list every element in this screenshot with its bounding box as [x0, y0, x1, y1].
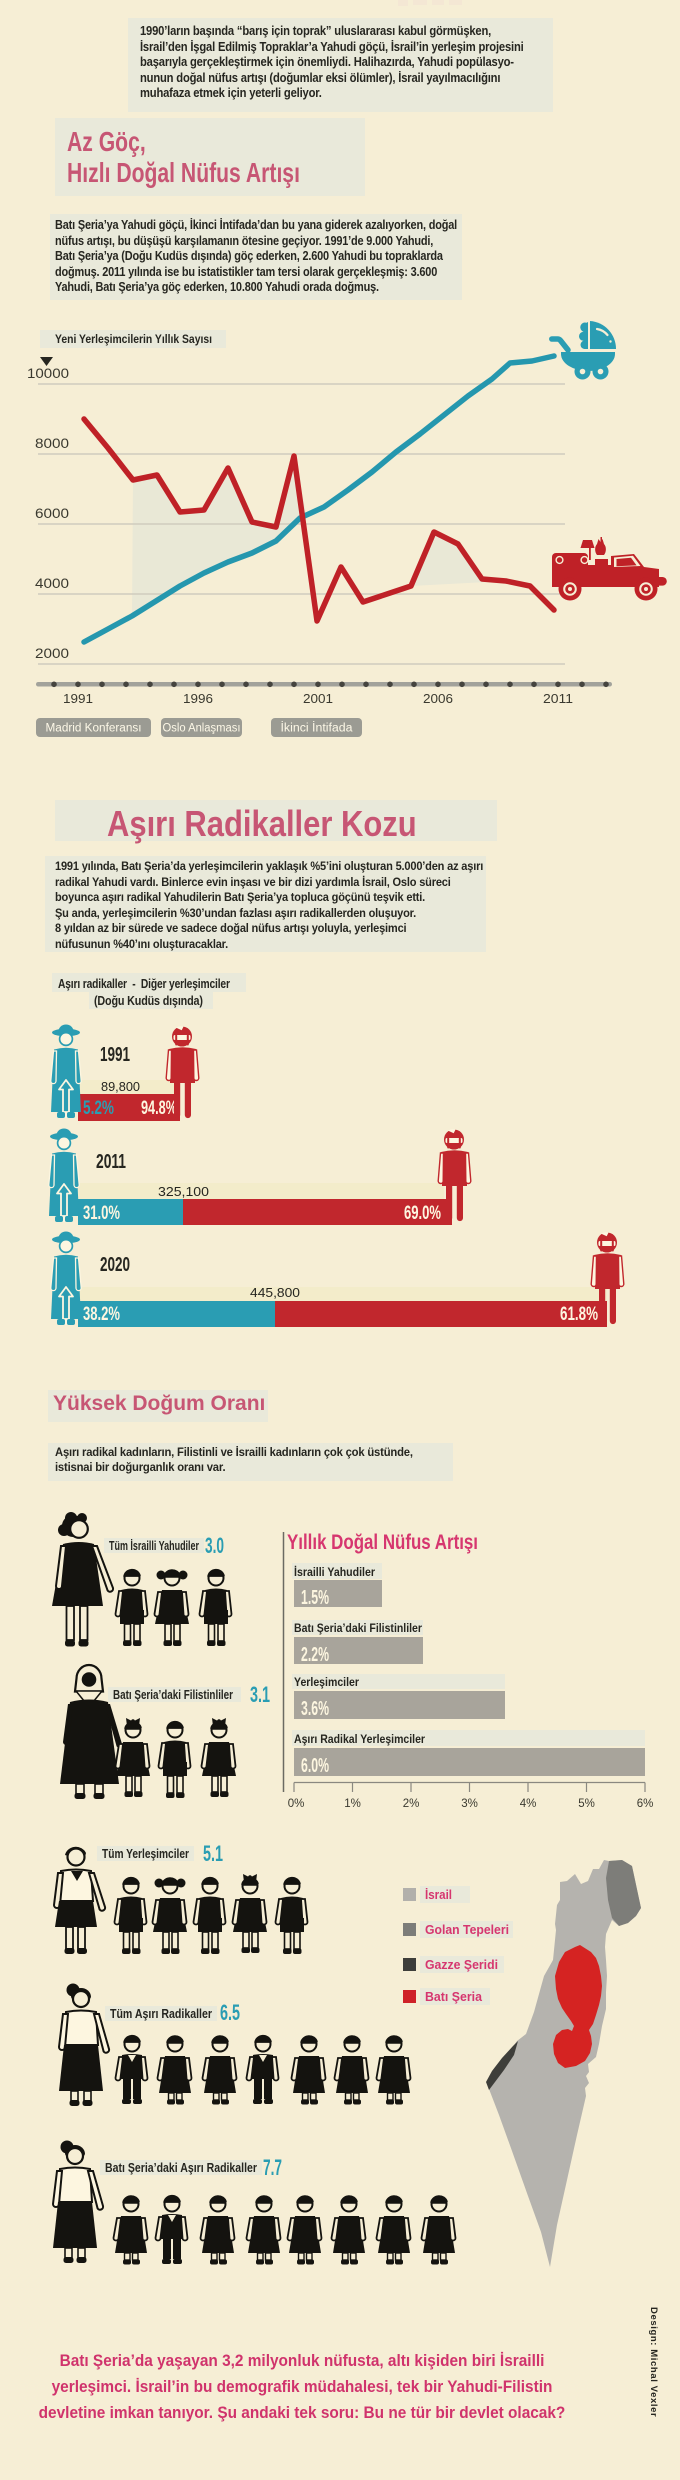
svg-text:325,100: 325,100	[158, 1185, 209, 1199]
svg-text:4000: 4000	[35, 576, 69, 591]
svg-text:2001: 2001	[303, 691, 333, 706]
svg-text:İkinci İntifada: İkinci İntifada	[281, 722, 354, 735]
svg-text:61.8%: 61.8%	[560, 1304, 598, 1325]
svg-text:94.8%: 94.8%	[141, 1098, 177, 1119]
svg-text:6%: 6%	[637, 1798, 654, 1810]
svg-text:1991: 1991	[100, 1044, 130, 1066]
svg-text:6.5: 6.5	[220, 2000, 240, 2025]
svg-text:Batı Şeria: Batı Şeria	[425, 1989, 483, 2004]
svg-text:445,800: 445,800	[250, 1286, 300, 1300]
svg-text:2011: 2011	[96, 1151, 126, 1173]
svg-text:3.1: 3.1	[250, 1682, 270, 1707]
svg-text:10000: 10000	[27, 366, 69, 381]
svg-text:2000: 2000	[35, 646, 69, 661]
svg-text:Aşırı Radikal Yerleşimciler: Aşırı Radikal Yerleşimciler	[294, 1732, 425, 1746]
svg-text:6.0%: 6.0%	[301, 1755, 329, 1777]
svg-text:Yeni Yerleşimcilerin Yıllık Sa: Yeni Yerleşimcilerin Yıllık Sayısı	[55, 332, 212, 346]
svg-text:5.1: 5.1	[203, 1841, 223, 1866]
svg-text:2006: 2006	[423, 691, 453, 706]
svg-text:Gazze Şeridi: Gazze Şeridi	[425, 1957, 498, 1972]
svg-text:5%: 5%	[578, 1798, 595, 1810]
svg-text:2011: 2011	[543, 691, 573, 706]
svg-text:İsrail: İsrail	[425, 1887, 452, 1902]
svg-text:2.2%: 2.2%	[301, 1644, 329, 1666]
svg-text:Tüm İsrailli Yahudiler: Tüm İsrailli Yahudiler	[109, 1538, 199, 1553]
svg-text:69.0%: 69.0%	[404, 1203, 441, 1224]
svg-text:2020: 2020	[100, 1254, 130, 1276]
svg-text:1%: 1%	[344, 1798, 361, 1810]
svg-text:Yıllık Doğal Nüfus Artışı: Yıllık Doğal Nüfus Artışı	[287, 1531, 478, 1554]
svg-text:1996: 1996	[183, 691, 213, 706]
svg-text:0%: 0%	[288, 1798, 305, 1810]
svg-text:3%: 3%	[461, 1798, 478, 1810]
svg-text:Oslo Anlaşması: Oslo Anlaşması	[163, 723, 241, 735]
svg-text:2%: 2%	[403, 1798, 420, 1810]
svg-text:Batı Şeria’daki Filistinliler: Batı Şeria’daki Filistinliler	[294, 1621, 422, 1635]
svg-text:3.6%: 3.6%	[301, 1698, 329, 1720]
svg-text:Madrid Konferansı: Madrid Konferansı	[46, 723, 142, 735]
svg-text:31.0%: 31.0%	[83, 1203, 120, 1224]
svg-text:4%: 4%	[520, 1798, 537, 1810]
svg-text:8000: 8000	[35, 436, 69, 451]
svg-text:3.0: 3.0	[205, 1533, 224, 1558]
svg-text:6000: 6000	[35, 506, 69, 521]
svg-text:Tüm Aşırı Radikaller: Tüm Aşırı Radikaller	[110, 2007, 212, 2021]
svg-text:İsrailli Yahudiler: İsrailli Yahudiler	[294, 1564, 375, 1579]
svg-text:89,800: 89,800	[101, 1080, 140, 1094]
svg-text:Yerleşimciler: Yerleşimciler	[294, 1675, 359, 1689]
svg-text:Batı Şeria’daki Filistinliler: Batı Şeria’daki Filistinliler	[113, 1688, 233, 1702]
svg-text:7.7: 7.7	[263, 2155, 282, 2180]
svg-text:1991: 1991	[63, 691, 93, 706]
svg-text:5.2%: 5.2%	[83, 1098, 114, 1119]
svg-text:1.5%: 1.5%	[301, 1587, 329, 1609]
svg-text:Golan Tepeleri: Golan Tepeleri	[425, 1922, 509, 1937]
svg-text:Batı Şeria’daki Aşırı Radikall: Batı Şeria’daki Aşırı Radikaller	[105, 2161, 257, 2175]
svg-text:Tüm Yerleşimciler: Tüm Yerleşimciler	[102, 1847, 189, 1861]
svg-text:38.2%: 38.2%	[83, 1304, 120, 1325]
